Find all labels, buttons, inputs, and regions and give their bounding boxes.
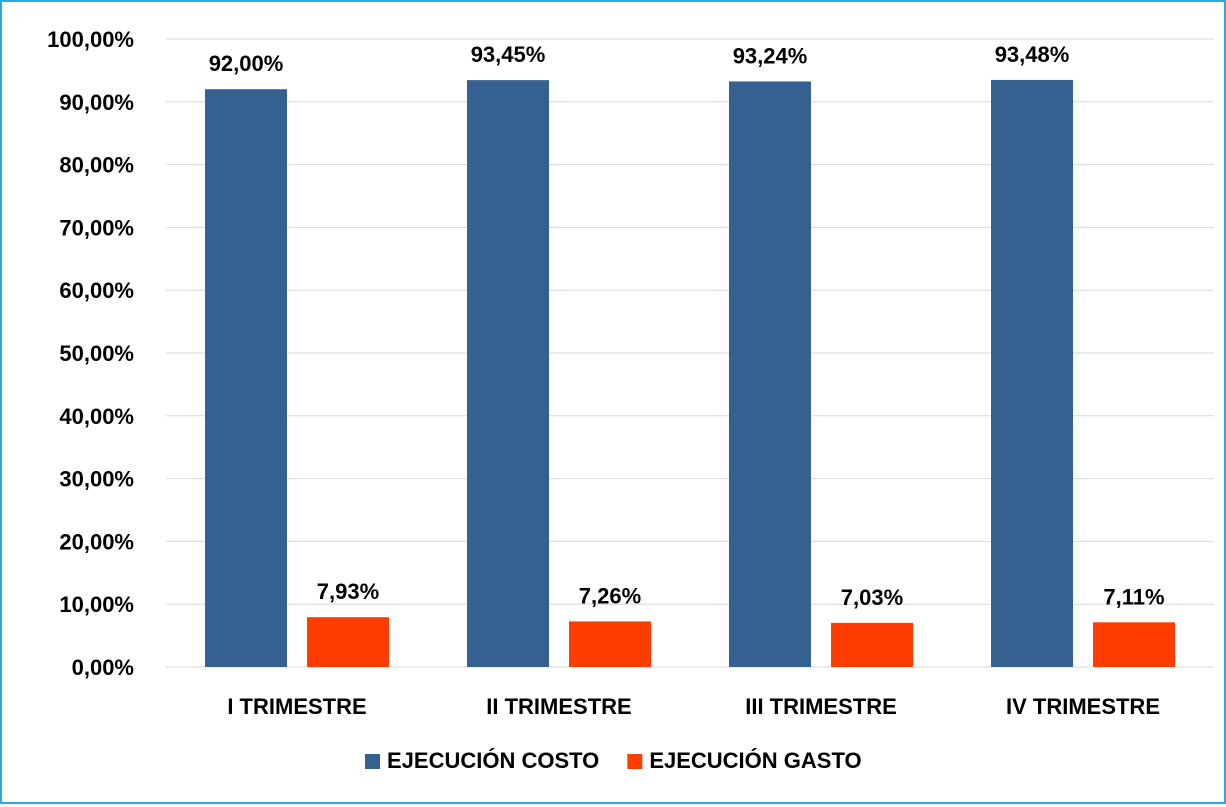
x-tick-label: III TRIMESTRE [745,694,897,719]
legend-swatch-gasto [627,754,643,769]
data-label-gasto: 7,11% [1103,584,1164,609]
bar-costo [729,81,811,667]
y-axis-tick-labels: 0,00% 10,00% 20,00% 30,00% 40,00% 50,00% 60,00… [47,27,134,680]
y-tick-label: 100,00% [47,27,134,52]
legend-label-gasto: EJECUCIÓN GASTO [649,748,861,773]
legend-label-costo: EJECUCIÓN COSTO [387,748,599,773]
bar-gasto [1093,622,1175,667]
x-axis-tick-labels: I TRIMESTRE II TRIMESTRE III TRIMESTRE IV T… [227,694,1160,719]
y-tick-label: 60,00% [59,278,134,303]
y-tick-label: 30,00% [59,467,134,492]
data-label-gasto: 7,03% [841,585,903,610]
data-label-gasto: 7,93% [317,579,379,604]
bar-gasto [831,622,913,667]
bar-gasto [307,617,389,667]
bar-costo [467,80,549,667]
data-label-gasto: 7,26% [579,583,641,608]
data-label-costo: 92,00% [209,51,284,76]
y-tick-label: 0,00% [72,655,134,680]
x-tick-label: I TRIMESTRE [227,694,366,719]
legend-swatch-costo [365,754,380,769]
bar-costo [205,89,287,668]
legend: EJECUCIÓN COSTO EJECUCIÓN GASTO [365,748,862,773]
data-label-costo: 93,24% [733,43,808,68]
y-tick-label: 90,00% [59,90,134,115]
y-tick-label: 50,00% [59,341,134,366]
y-tick-label: 10,00% [59,592,134,617]
y-tick-label: 20,00% [59,529,134,554]
bars [205,79,1175,668]
x-tick-label: II TRIMESTRE [486,694,631,719]
y-tick-label: 70,00% [59,215,134,240]
y-tick-label: 80,00% [59,153,134,178]
bar-gasto [569,621,651,667]
data-labels: 92,00% 7,93% 93,45% 7,26% 93,24% 7,03% 93,48% 7… [209,42,1165,610]
y-tick-label: 40,00% [59,404,134,429]
data-label-costo: 93,45% [471,42,546,67]
bar-costo [991,79,1073,667]
data-label-costo: 93,48% [995,42,1070,67]
x-tick-label: IV TRIMESTRE [1006,694,1160,719]
